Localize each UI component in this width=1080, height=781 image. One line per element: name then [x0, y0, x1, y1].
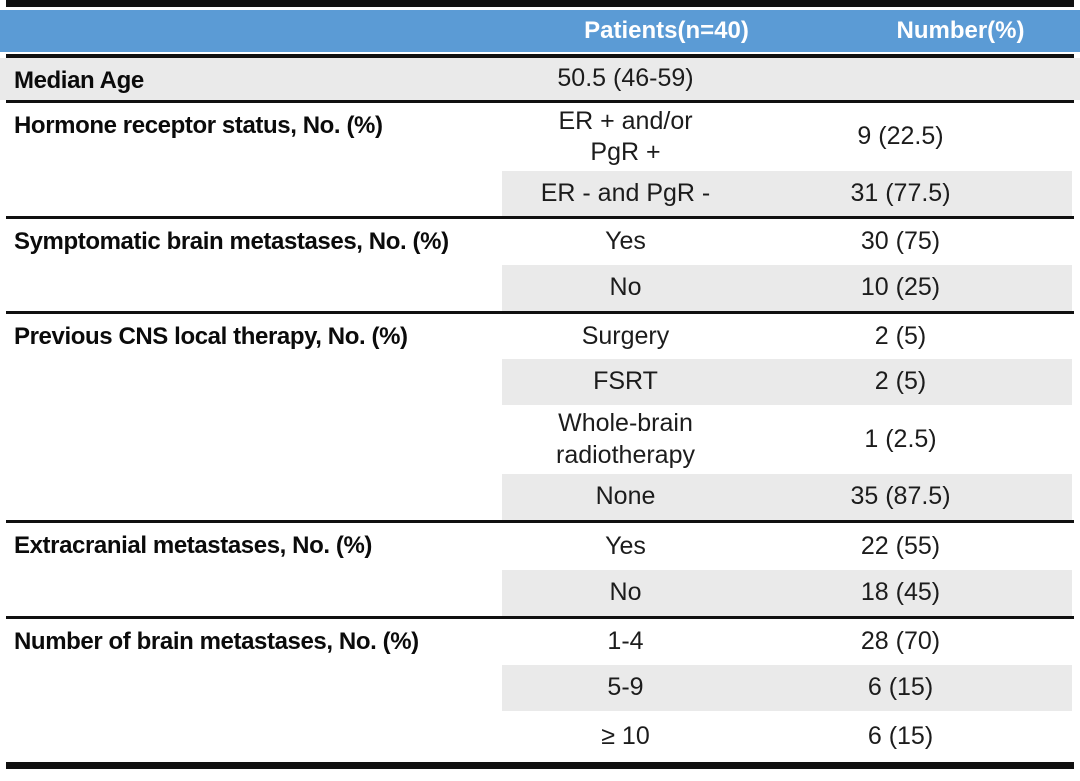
row-number [797, 58, 1072, 100]
section-divider [6, 311, 1074, 314]
row-label [0, 359, 502, 368]
row-label: Median Age [14, 67, 144, 94]
row-value: ER - and PgR - [502, 171, 797, 216]
row-label [0, 665, 502, 674]
row-label: Symptomatic brain metastases, No. (%) [0, 219, 502, 256]
header-cell-patients: Patients(n=40) [584, 17, 749, 44]
row-number: 6 (15) [867, 721, 934, 750]
header-cell-number: Number(%) [896, 17, 1025, 44]
table-row-er-positive: Hormone receptor status, No. (%) ER + an… [0, 103, 1080, 171]
table-bottom-rule [6, 762, 1074, 769]
table-top-rule [6, 0, 1074, 7]
table-row-therapy-none: None 35 (87.5) [0, 474, 1080, 520]
row-value: Whole-brain radiotherapy [556, 409, 695, 469]
header-bottom-rule [6, 54, 1074, 58]
row-label [0, 474, 502, 483]
row-value: Surgery [581, 321, 670, 350]
table-row-mets-1-4: Number of brain metastases, No. (%) 1-4 … [0, 619, 1080, 665]
row-value: ≥ 10 [601, 721, 650, 750]
section-divider [6, 520, 1074, 523]
table-row-mets-5-9: 5-9 6 (15) [0, 665, 1080, 711]
table-row-extracranial-yes: Extracranial metastases, No. (%) Yes 22 … [0, 523, 1080, 570]
row-label: Extracranial metastases, No. (%) [0, 523, 502, 560]
table-row-mets-10-plus: ≥ 10 6 (15) [0, 711, 1080, 762]
row-number: 30 (75) [860, 227, 941, 256]
row-label [0, 265, 502, 274]
row-number: 10 (25) [797, 265, 1072, 311]
row-value: 5-9 [502, 665, 797, 711]
row-number: 35 (87.5) [797, 474, 1072, 520]
table-row-therapy-surgery: Previous CNS local therapy, No. (%) Surg… [0, 314, 1080, 359]
table-row-median-age: Median Age 50.5 (46-59) [0, 58, 1080, 100]
table-row-er-negative: ER - and PgR - 31 (77.5) [0, 171, 1080, 216]
table-row-symptomatic-no: No 10 (25) [0, 265, 1080, 311]
row-label [0, 570, 502, 579]
row-value: None [502, 474, 797, 520]
table-row-extracranial-no: No 18 (45) [0, 570, 1080, 616]
row-label: Number of brain metastases, No. (%) [0, 619, 502, 656]
table-row-symptomatic-yes: Symptomatic brain metastases, No. (%) Ye… [0, 219, 1080, 265]
table-row-therapy-wbrt: Whole-brain radiotherapy 1 (2.5) [0, 405, 1080, 474]
row-number: 2 (5) [874, 321, 927, 350]
row-number: 22 (55) [860, 531, 941, 560]
section-divider [6, 100, 1074, 103]
row-label [0, 171, 502, 180]
row-label: Previous CNS local therapy, No. (%) [0, 314, 502, 351]
row-value: No [502, 265, 797, 311]
section-divider [6, 616, 1074, 619]
row-number: 9 (22.5) [857, 122, 944, 151]
row-value: FSRT [502, 359, 797, 405]
row-value: Yes [605, 227, 646, 256]
row-value: Yes [605, 531, 646, 560]
row-value: 1-4 [607, 627, 644, 656]
row-value: ER + and/or PgR + [558, 106, 693, 167]
table-row-therapy-fsrt: FSRT 2 (5) [0, 359, 1080, 405]
row-value: No [502, 570, 797, 616]
row-value: 50.5 (46-59) [557, 64, 694, 93]
section-divider [6, 216, 1074, 219]
row-number: 6 (15) [797, 665, 1072, 711]
row-number: 28 (70) [860, 627, 941, 656]
row-label: Hormone receptor status, No. (%) [0, 103, 502, 140]
row-number: 18 (45) [797, 570, 1072, 616]
row-number: 1 (2.5) [864, 424, 937, 453]
row-label [0, 711, 502, 720]
row-label [0, 405, 502, 414]
row-number: 2 (5) [797, 359, 1072, 405]
row-number: 31 (77.5) [797, 171, 1072, 216]
table-header-row: Patients(n=40) Number(%) [0, 10, 1080, 52]
